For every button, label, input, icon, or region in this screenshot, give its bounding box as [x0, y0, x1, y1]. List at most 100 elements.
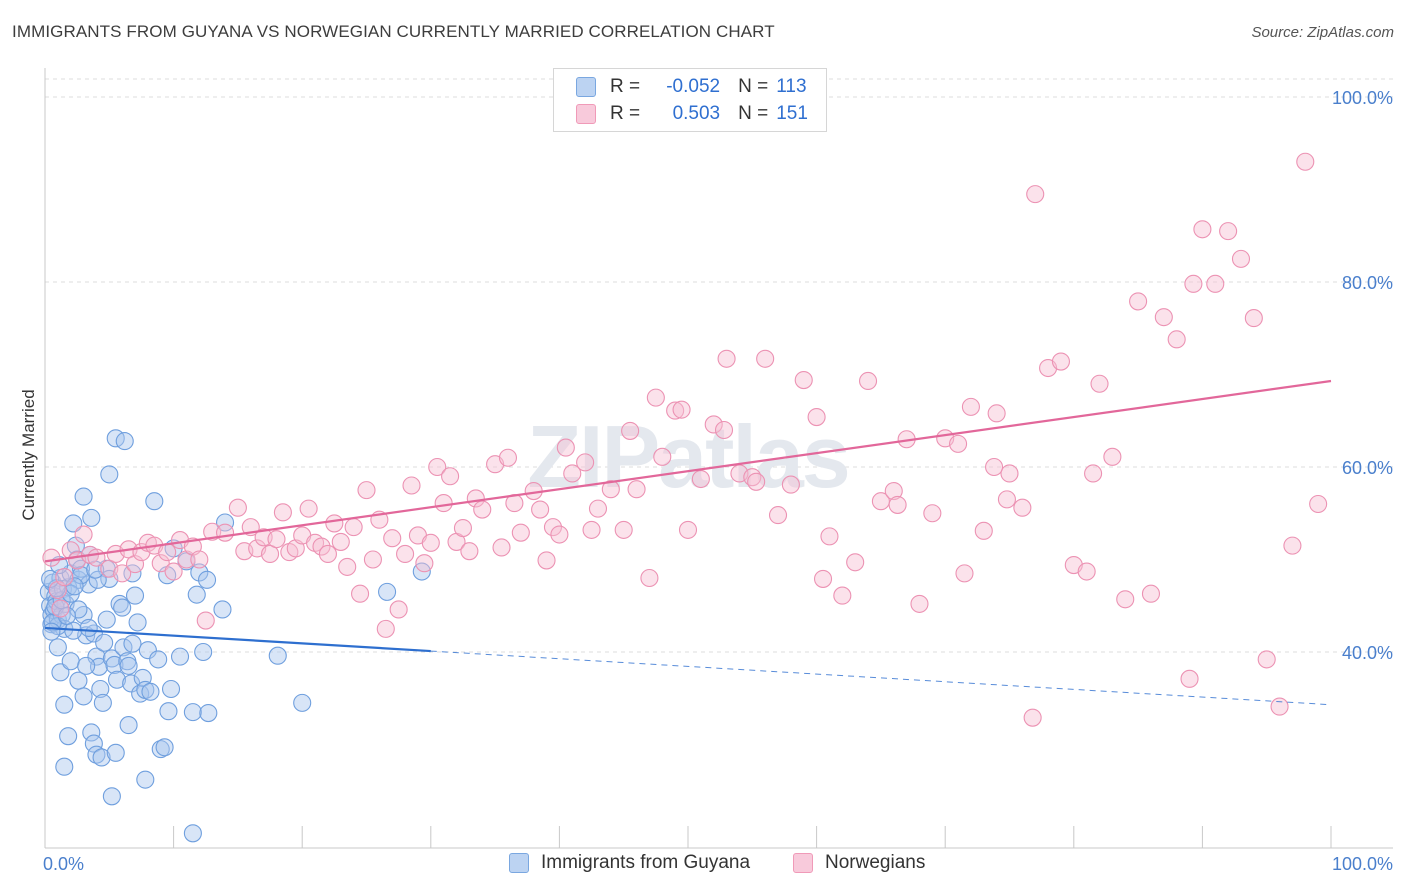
y-axis-label: Currently Married [19, 389, 38, 520]
data-point-guyana [55, 695, 74, 714]
data-point-norwegian [794, 370, 813, 390]
data-point-guyana [57, 606, 76, 625]
data-point-norwegian [1141, 584, 1161, 603]
data-point-norwegian [1116, 590, 1135, 609]
data-point-guyana [141, 682, 160, 701]
data-point-norwegian [351, 584, 370, 603]
data-point-guyana [100, 465, 119, 484]
data-point-norwegian [196, 611, 215, 630]
data-point-norwegian [858, 371, 878, 391]
data-point-guyana [268, 646, 287, 665]
data-point-norwegian [543, 518, 563, 537]
data-point-norwegian [987, 404, 1006, 423]
data-point-guyana [199, 703, 218, 723]
data-point-norwegian [846, 553, 865, 572]
data-point-guyana [93, 693, 112, 712]
data-point-guyana [215, 513, 235, 532]
data-point-norwegian [74, 525, 93, 544]
data-point-guyana [133, 668, 152, 687]
data-point-norwegian [1013, 498, 1032, 517]
bottom-swatch-norwegian [793, 853, 813, 873]
data-point-norwegian [1270, 697, 1289, 716]
legend-r-value: 0.503 [672, 103, 721, 124]
data-point-norwegian [1129, 292, 1148, 311]
data-point-norwegian [42, 548, 61, 567]
bottom-legend-guyana: Immigrants from Guyana [509, 852, 750, 874]
data-point-norwegian [421, 533, 440, 552]
series-norwegian [42, 152, 1328, 727]
y-tick-label: 80.0% [1342, 273, 1393, 293]
data-point-norwegian [1206, 274, 1225, 293]
data-point-norwegian [1219, 222, 1238, 241]
data-point-norwegian [563, 464, 582, 483]
data-point-norwegian [190, 550, 209, 569]
data-point-norwegian [267, 530, 286, 549]
data-point-norwegian [1090, 374, 1109, 393]
data-point-guyana [183, 703, 202, 722]
data-point-guyana [119, 716, 138, 735]
data-point-norwegian [453, 518, 473, 538]
data-point-guyana [213, 600, 232, 619]
data-point-norwegian [949, 434, 968, 453]
data-point-norwegian [511, 523, 530, 542]
data-point-norwegian [55, 568, 74, 587]
data-point-guyana [293, 693, 312, 712]
data-point-guyana [183, 824, 202, 843]
data-point-guyana [159, 702, 178, 721]
data-point-guyana [79, 618, 98, 638]
data-point-norwegian [203, 522, 222, 541]
data-point-norwegian [717, 349, 736, 368]
data-point-guyana [97, 610, 116, 629]
data-point-norwegian [357, 481, 376, 500]
data-point-norwegian [582, 520, 601, 539]
data-point-norwegian [884, 481, 903, 501]
data-point-guyana [138, 641, 157, 660]
chart-source: Source: ZipAtlas.com [1251, 24, 1394, 41]
legend-n-label: N = [738, 76, 769, 97]
data-point-norwegian [228, 498, 247, 517]
data-point-norwegian [756, 349, 775, 368]
data-point-guyana [115, 432, 134, 451]
data-point-guyana [102, 787, 121, 806]
data-point-norwegian [997, 490, 1016, 509]
data-point-guyana [69, 600, 88, 619]
data-point-norwegian [614, 520, 633, 539]
data-point-norwegian [1000, 464, 1019, 483]
data-point-guyana [51, 663, 70, 682]
data-point-guyana [119, 656, 138, 675]
data-point-norwegian [415, 554, 434, 573]
data-point-norwegian [985, 457, 1004, 477]
data-point-guyana [190, 563, 209, 582]
y-tick-label: 40.0% [1342, 643, 1393, 663]
trend-lines [44, 379, 1332, 706]
data-point-norwegian [974, 521, 993, 540]
data-point-guyana [113, 598, 132, 617]
bottom-legend-norwegian: Norwegians [793, 852, 925, 874]
data-point-norwegian [1193, 220, 1212, 239]
data-point-guyana [378, 582, 397, 601]
data-point-norwegian [331, 532, 350, 551]
legend-row-norwegian: R = 0.503 N = 151 [576, 102, 808, 126]
data-point-guyana [128, 613, 147, 632]
data-point-guyana [161, 679, 181, 699]
data-point-norwegian [273, 503, 292, 522]
data-point-norwegian [473, 500, 492, 519]
data-point-guyana [91, 679, 110, 699]
data-point-norwegian [1180, 669, 1199, 688]
data-point-norwegian [588, 499, 608, 518]
data-point-guyana [95, 633, 114, 652]
y-tick-label: 100.0% [1332, 88, 1393, 108]
data-point-guyana [77, 656, 96, 675]
trend-line-guyana-extension [430, 650, 1332, 706]
data-point-guyana [187, 585, 206, 604]
data-point-guyana [74, 687, 93, 706]
data-point-norwegian [396, 544, 415, 564]
watermark: ZIPatlas [527, 407, 848, 506]
data-point-norwegian [640, 568, 659, 588]
data-point-norwegian [318, 544, 337, 564]
data-point-norwegian [312, 537, 331, 556]
data-point-norwegian [1231, 249, 1251, 268]
data-point-norwegian [1244, 309, 1263, 328]
data-point-norwegian [576, 453, 595, 472]
